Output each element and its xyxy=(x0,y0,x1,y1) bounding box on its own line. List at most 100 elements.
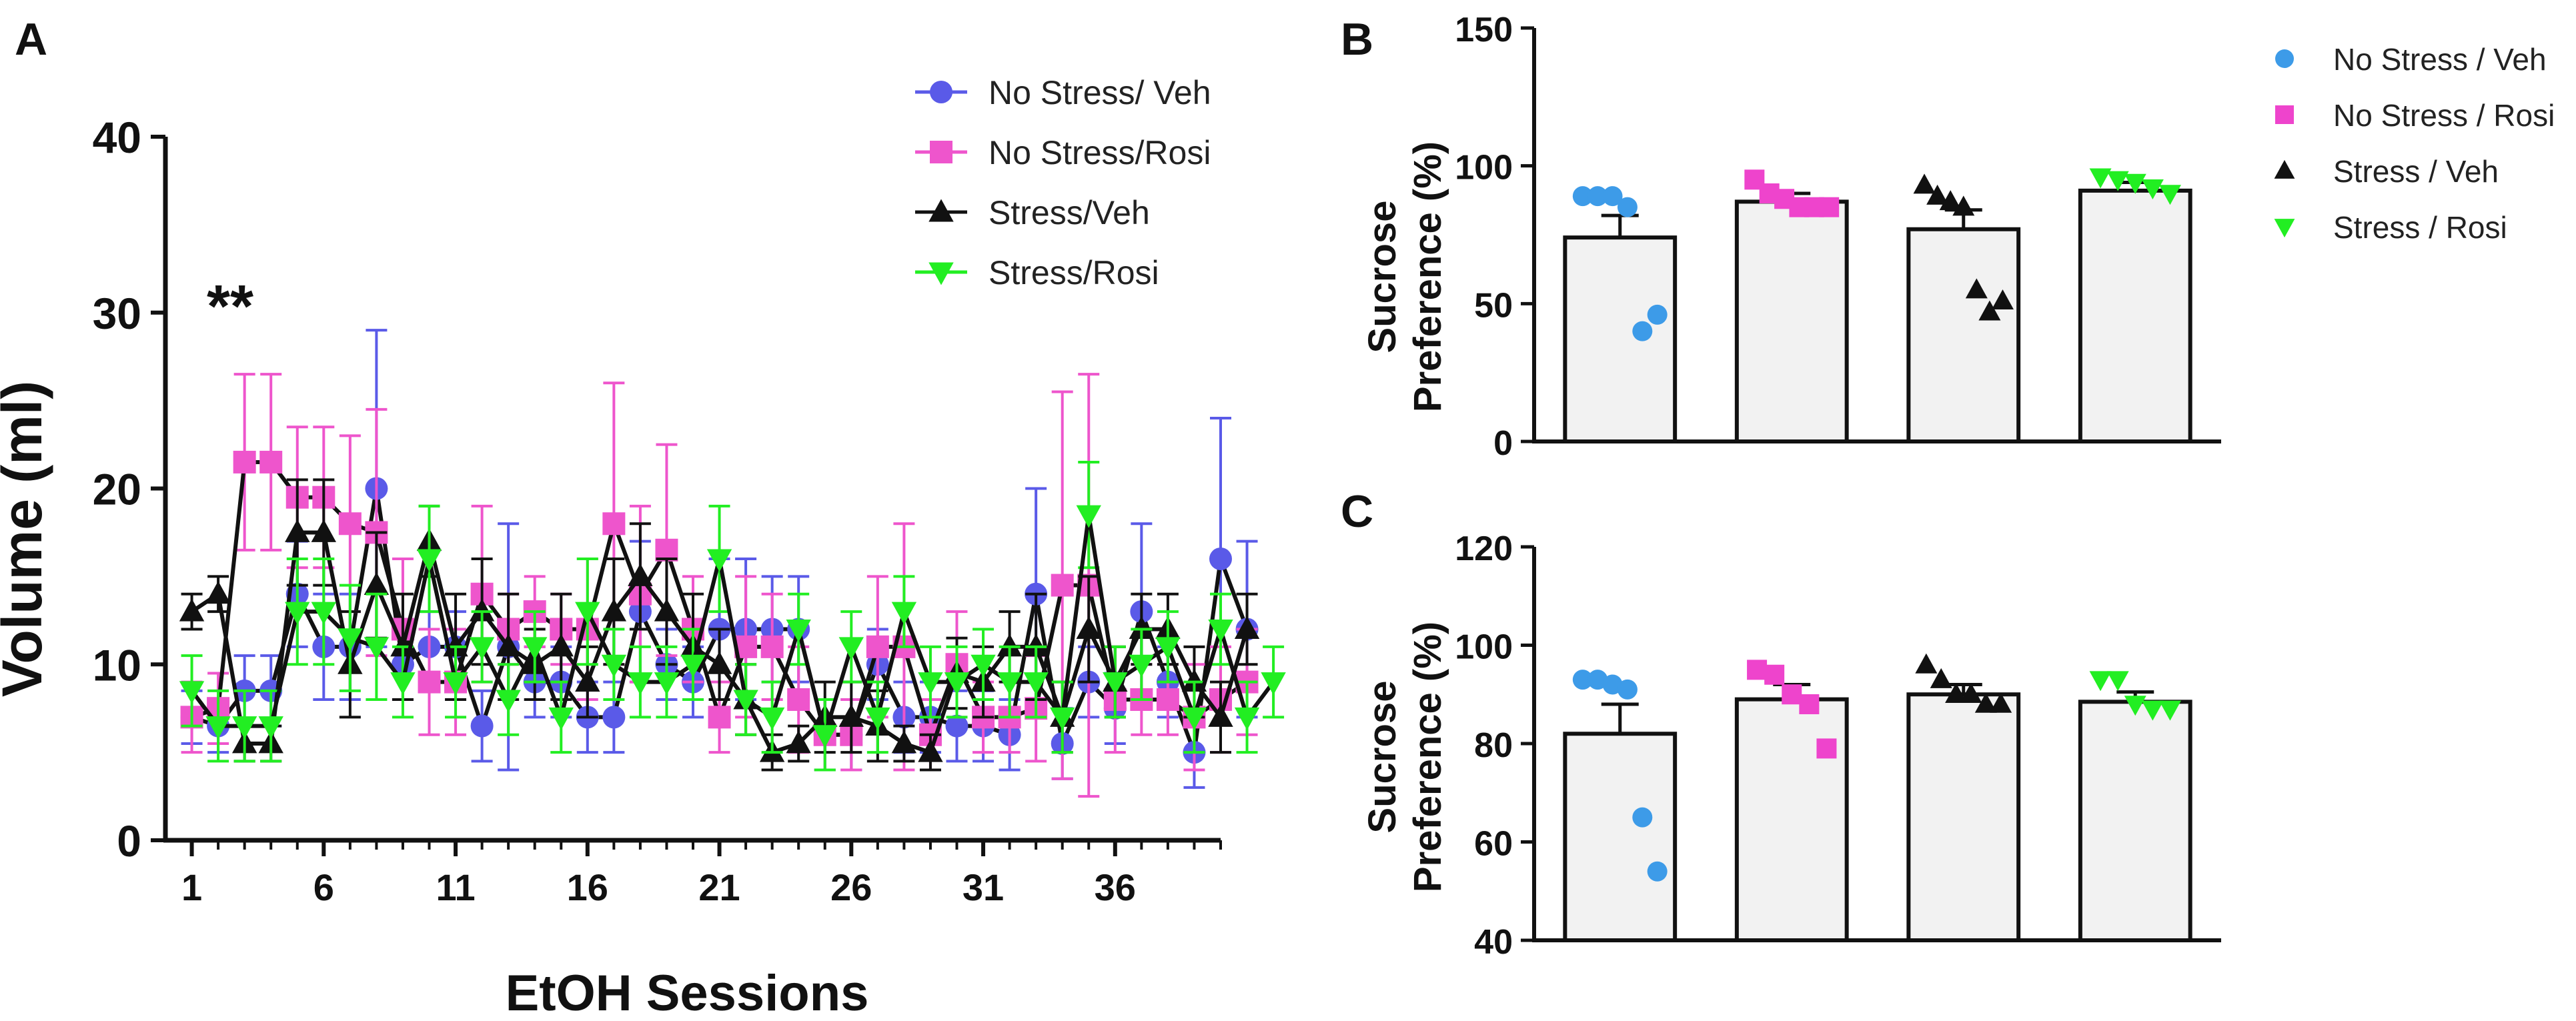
data-point xyxy=(602,706,626,729)
data-point xyxy=(1129,616,1155,639)
legend-marker xyxy=(930,81,952,103)
individual-point xyxy=(2089,671,2112,692)
data-point xyxy=(205,581,231,604)
legend-marker xyxy=(930,141,952,163)
data-point xyxy=(918,672,943,696)
data-point xyxy=(470,714,494,738)
data-point xyxy=(1076,616,1101,639)
x-tick-label: 26 xyxy=(830,866,872,908)
y-tick-label: 100 xyxy=(1455,628,1513,667)
data-point xyxy=(602,512,626,536)
individual-point xyxy=(1939,190,1962,211)
individual-point xyxy=(1617,197,1638,217)
data-point xyxy=(997,672,1023,696)
panel-a-y-axis-label: Volume (ml) xyxy=(0,381,53,697)
bar xyxy=(1906,227,2021,443)
y-tick-label: 60 xyxy=(1474,825,1513,864)
legend-label: Stress / Rosi xyxy=(2333,210,2507,245)
legend-marker xyxy=(928,199,954,222)
bar xyxy=(1906,692,2021,942)
individual-point xyxy=(1819,197,1840,217)
individual-point xyxy=(1647,861,1668,882)
data-point xyxy=(469,598,495,622)
data-point xyxy=(1129,654,1155,678)
data-point xyxy=(654,598,680,622)
y-tick-label: 20 xyxy=(93,465,141,514)
individual-point xyxy=(1978,300,2001,321)
data-point xyxy=(205,716,231,740)
data-point xyxy=(865,707,890,730)
data-point xyxy=(1023,672,1049,696)
individual-point xyxy=(1974,692,1997,713)
data-point xyxy=(469,637,495,660)
data-point xyxy=(311,602,336,625)
individual-point xyxy=(1572,186,1593,207)
panel-c-chart: 40 60 80 100 120 xyxy=(1455,530,2221,962)
individual-point xyxy=(1990,692,2012,713)
y-tick-label: 40 xyxy=(93,113,141,162)
data-point xyxy=(338,512,362,536)
data-point xyxy=(759,707,785,730)
individual-point xyxy=(2089,168,2112,189)
panel-a-legend: No Stress/ Veh No Stress/Rosi Stress/Veh St… xyxy=(915,74,1211,291)
data-point xyxy=(733,690,758,713)
data-point xyxy=(971,654,996,678)
bar xyxy=(2078,188,2192,443)
legend-label: Stress / Veh xyxy=(2333,154,2499,189)
individual-point xyxy=(1572,670,1593,690)
data-point xyxy=(680,654,706,678)
bar xyxy=(1734,697,1849,942)
data-point xyxy=(548,634,574,657)
individual-point xyxy=(1926,184,1949,205)
data-point xyxy=(179,598,205,622)
individual-point xyxy=(2141,179,2164,199)
bar xyxy=(1734,199,1849,443)
data-point xyxy=(812,725,838,748)
x-tick-label: 21 xyxy=(698,866,740,908)
data-point xyxy=(259,450,283,473)
data-point xyxy=(708,706,731,729)
x-tick-label: 11 xyxy=(436,866,475,908)
data-point xyxy=(416,549,442,572)
panel-c-y-axis-label-line2: Preference (%) xyxy=(1406,622,1449,892)
bar xyxy=(1563,235,1678,443)
y-tick-label: 30 xyxy=(93,289,141,338)
data-point xyxy=(285,602,310,625)
legend-marker xyxy=(2275,105,2294,124)
data-point xyxy=(364,637,390,660)
data-point xyxy=(787,688,810,711)
legend-label: Stress/Rosi xyxy=(989,254,1159,291)
data-point xyxy=(1181,707,1207,730)
individual-point xyxy=(1952,195,1975,216)
individual-point xyxy=(1799,694,1820,714)
individual-point xyxy=(2124,173,2146,194)
individual-point xyxy=(2141,700,2164,721)
data-point xyxy=(575,669,600,692)
data-point xyxy=(601,654,627,678)
data-point xyxy=(866,635,889,658)
data-point xyxy=(706,549,732,572)
individual-point xyxy=(1960,683,1982,703)
panel-c-letter: C xyxy=(1341,486,1373,537)
data-point xyxy=(1208,620,1233,643)
data-point xyxy=(496,690,521,713)
panel-a-letter: A xyxy=(15,14,47,65)
y-tick-label: 120 xyxy=(1455,530,1513,568)
data-point xyxy=(443,672,468,696)
panel-b-legend: No Stress / Veh No Stress / Rosi Stress / … xyxy=(2274,42,2555,245)
data-point xyxy=(918,739,943,762)
individual-point xyxy=(1816,738,1837,759)
data-point xyxy=(628,563,653,586)
data-point xyxy=(838,704,864,727)
data-point xyxy=(601,598,627,622)
panel-b-y-axis-label-line2: Preference (%) xyxy=(1406,141,1449,412)
significance-annotation: ** xyxy=(207,273,253,340)
individual-point xyxy=(2106,171,2129,191)
data-point xyxy=(285,519,310,542)
x-tick-label: 1 xyxy=(181,866,202,908)
data-point xyxy=(575,602,600,625)
data-point xyxy=(1051,574,1074,597)
data-point xyxy=(654,672,680,696)
data-point xyxy=(258,716,283,740)
panel-a-x-axis-label: EtOH Sessions xyxy=(506,965,869,1021)
